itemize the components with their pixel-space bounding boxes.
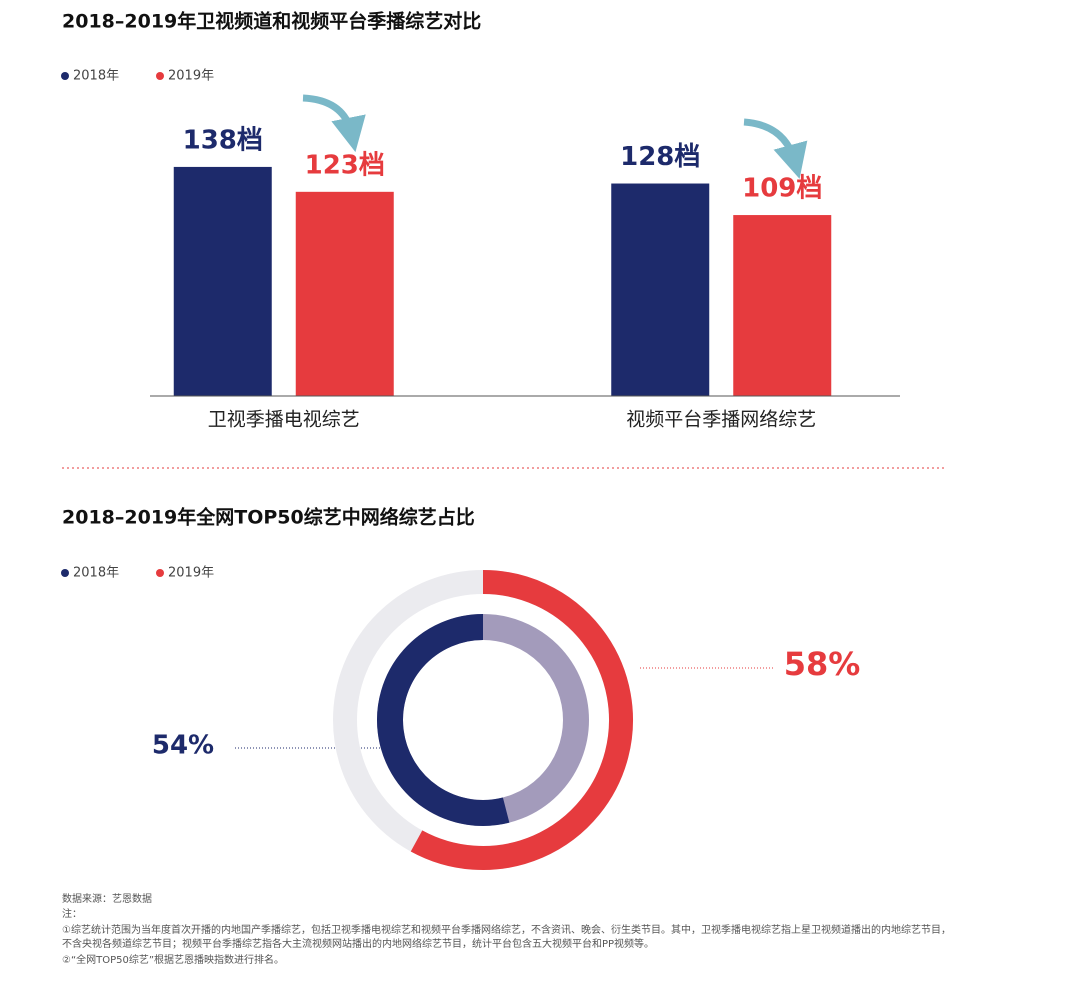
source: 数据来源：艺恩数据 (62, 894, 152, 905)
value-label: 54% (152, 731, 214, 761)
legend-label: 2019年 (168, 566, 214, 581)
x-tick-label: 视频平台季播网络综艺 (626, 409, 816, 431)
legend-swatch (156, 569, 164, 577)
chart-title: 2018–2019年卫视频道和视频平台季播综艺对比 (62, 10, 481, 33)
note: ①综艺统计范围为当年度首次开播的内地国产季播综艺，包括卫视季播电视综艺和视频平台… (62, 925, 951, 950)
note: ②“全网TOP50综艺”根据艺恩播映指数进行排名。 (62, 955, 285, 966)
legend-label: 2019年 (168, 69, 214, 84)
chart-title: 2018–2019年全网TOP50综艺中网络综艺占比 (62, 506, 475, 529)
value-label: 138档 (183, 125, 263, 155)
bar (611, 183, 710, 396)
x-tick-label: 卫视季播电视综艺 (208, 409, 360, 431)
trend-arrow (302, 94, 366, 153)
ring-arc (410, 570, 633, 870)
legend-swatch (61, 72, 69, 80)
legend-label: 2018年 (73, 69, 119, 84)
trend-arrow (743, 118, 808, 179)
ring-arc (377, 614, 510, 826)
legend-swatch (156, 72, 164, 80)
notes-label: 注： (62, 909, 82, 920)
value-label: 128档 (620, 142, 700, 172)
value-label: 109档 (742, 174, 822, 204)
value-label: 123档 (305, 150, 385, 180)
bar (733, 215, 832, 396)
bar (173, 166, 272, 396)
bar (295, 191, 394, 396)
value-label: 58% (784, 645, 861, 683)
legend-label: 2018年 (73, 566, 119, 581)
legend-swatch (61, 569, 69, 577)
